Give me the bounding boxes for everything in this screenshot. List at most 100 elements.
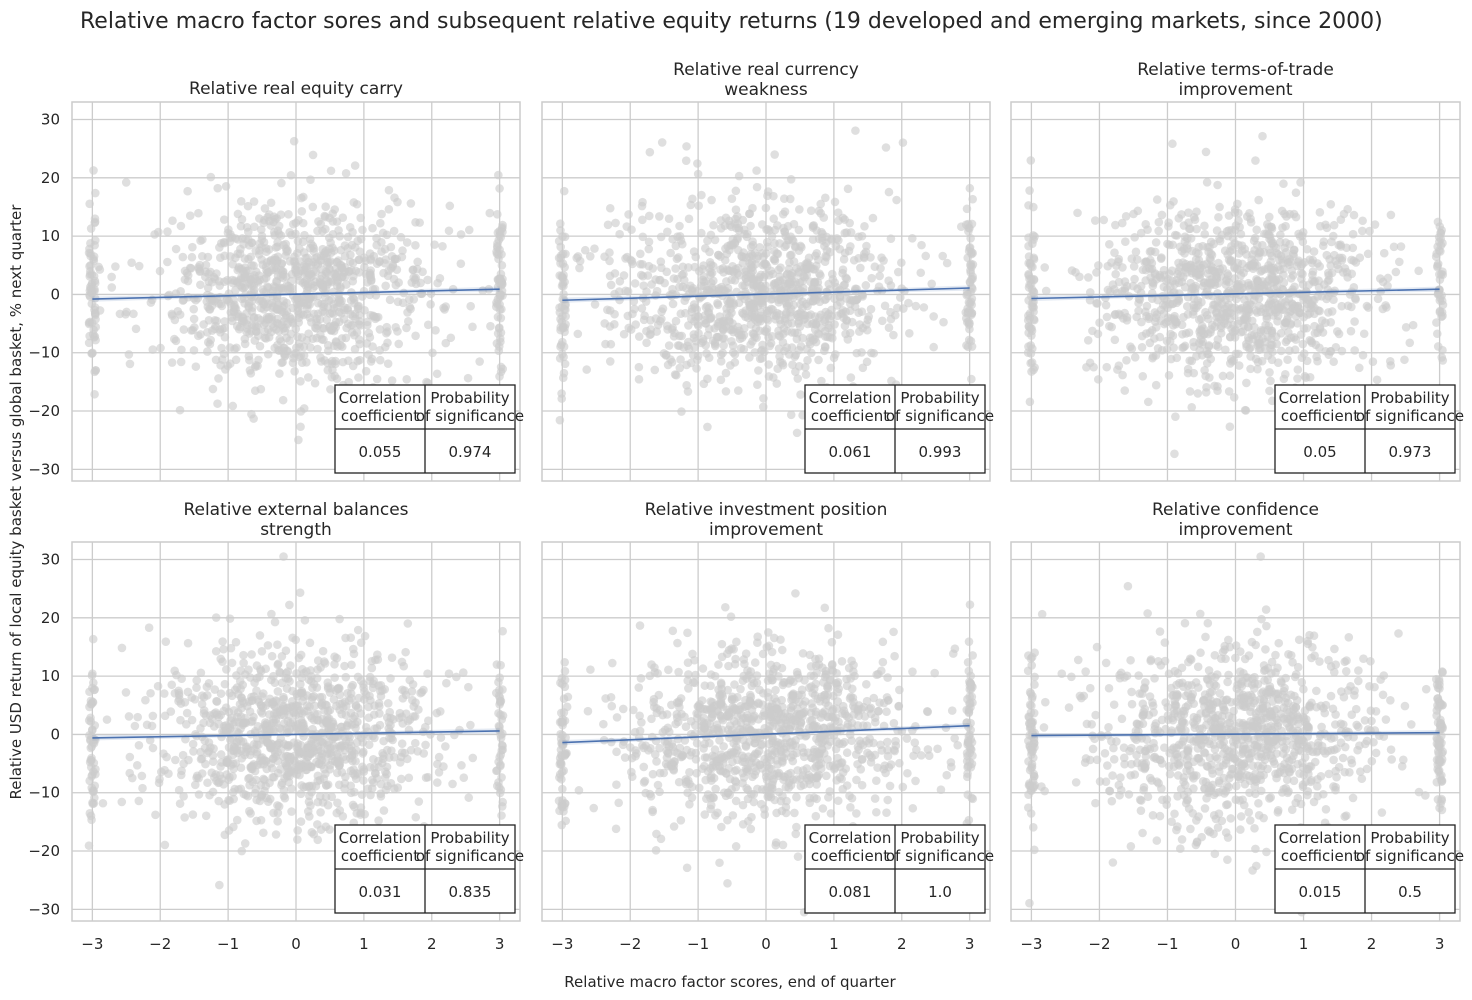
scatter-point [1433,259,1443,269]
scatter-point [426,300,435,309]
scatter-point [348,311,358,321]
scatter-point [416,688,425,698]
scatter-point [333,798,342,808]
scatter-point [1286,319,1296,328]
scatter-point [1364,303,1373,312]
scatter-point [464,793,474,802]
scatter-point [745,353,754,362]
scatter-point [697,190,706,200]
scatter-point [821,193,830,203]
scatter-point [222,665,231,674]
scatter-point [1095,318,1104,328]
scatter-point [1150,308,1160,317]
scatter-point [1286,333,1296,342]
scatter-point [307,279,316,289]
scatter-point [313,665,322,674]
scatter-point [1024,283,1034,292]
scatter-point [90,793,99,803]
scatter-point [1240,405,1250,415]
scatter-point [403,619,413,628]
scatter-point [496,785,506,795]
scatter-point [1255,248,1265,257]
scatter-point [811,811,821,821]
scatter-point [397,657,407,667]
scatter-point [1212,226,1222,235]
scatter-point [580,245,590,255]
scatter-point [1251,354,1261,364]
scatter-point [624,323,634,333]
table-header-cell: Correlation [339,829,422,847]
scatter-point [421,740,430,750]
scatter-point [1213,288,1222,298]
scatter-point [90,389,99,399]
scatter-point [180,813,189,822]
scatter-point [1300,257,1309,267]
scatter-point [764,360,774,369]
scatter-point [406,304,415,314]
scatter-point [877,253,886,262]
scatter-point [146,298,156,307]
scatter-point [323,800,333,810]
scatter-point [1130,353,1140,362]
scatter-point [190,780,200,790]
scatter-point [1170,230,1180,240]
scatter-point [764,372,774,381]
scatter-point [202,682,212,692]
scatter-point [328,217,338,226]
scatter-point [298,237,308,246]
scatter-point [770,150,779,159]
scatter-point [1227,357,1237,366]
scatter-point [249,414,258,423]
scatter-point [237,846,247,856]
scatter-point [402,375,412,384]
scatter-point [382,230,392,240]
scatter-point [1276,230,1285,240]
scatter-point [349,330,359,340]
scatter-point [300,615,310,625]
scatter-point [107,283,117,292]
scatter-point [246,252,256,262]
scatter-point [317,357,326,366]
scatter-point [827,311,836,321]
panel-title: Relative real equity carry [189,79,403,99]
scatter-point [1174,294,1183,304]
scatter-point [867,348,876,358]
scatter-point [1324,350,1334,360]
scatter-point [233,708,243,717]
scatter-point [194,208,203,218]
scatter-point [255,341,265,351]
scatter-point [784,264,794,274]
scatter-point [557,389,566,398]
scatter-point [258,724,268,733]
scatter-point [383,359,393,368]
scatter-point [102,715,112,724]
scatter-point [217,343,226,353]
scatter-point [1433,288,1443,298]
scatter-point [686,314,696,324]
scatter-point [386,242,396,252]
scatter-point [434,768,444,777]
scatter-point [663,227,672,237]
scatter-point [294,318,304,327]
scatter-point [164,769,173,778]
scatter-point [1177,210,1186,219]
scatter-point [1028,262,1037,272]
scatter-point [478,286,488,295]
table-header-cell: Probability [430,829,509,847]
scatter-point [285,600,294,610]
scatter-point [84,318,94,327]
scatter-point [1151,380,1161,390]
scatter-point [495,184,504,193]
scatter-point [296,309,306,319]
scatter-point [1165,240,1174,250]
scatter-point [167,680,177,690]
scatter-point [1107,322,1116,332]
scatter-point [306,343,315,352]
scatter-point [431,326,440,335]
scatter-point [962,204,972,214]
scatter-point [485,208,495,218]
scatter-point [1197,314,1206,323]
scatter-point [558,373,568,383]
scatter-point [1329,357,1338,367]
scatter-point [215,880,224,890]
